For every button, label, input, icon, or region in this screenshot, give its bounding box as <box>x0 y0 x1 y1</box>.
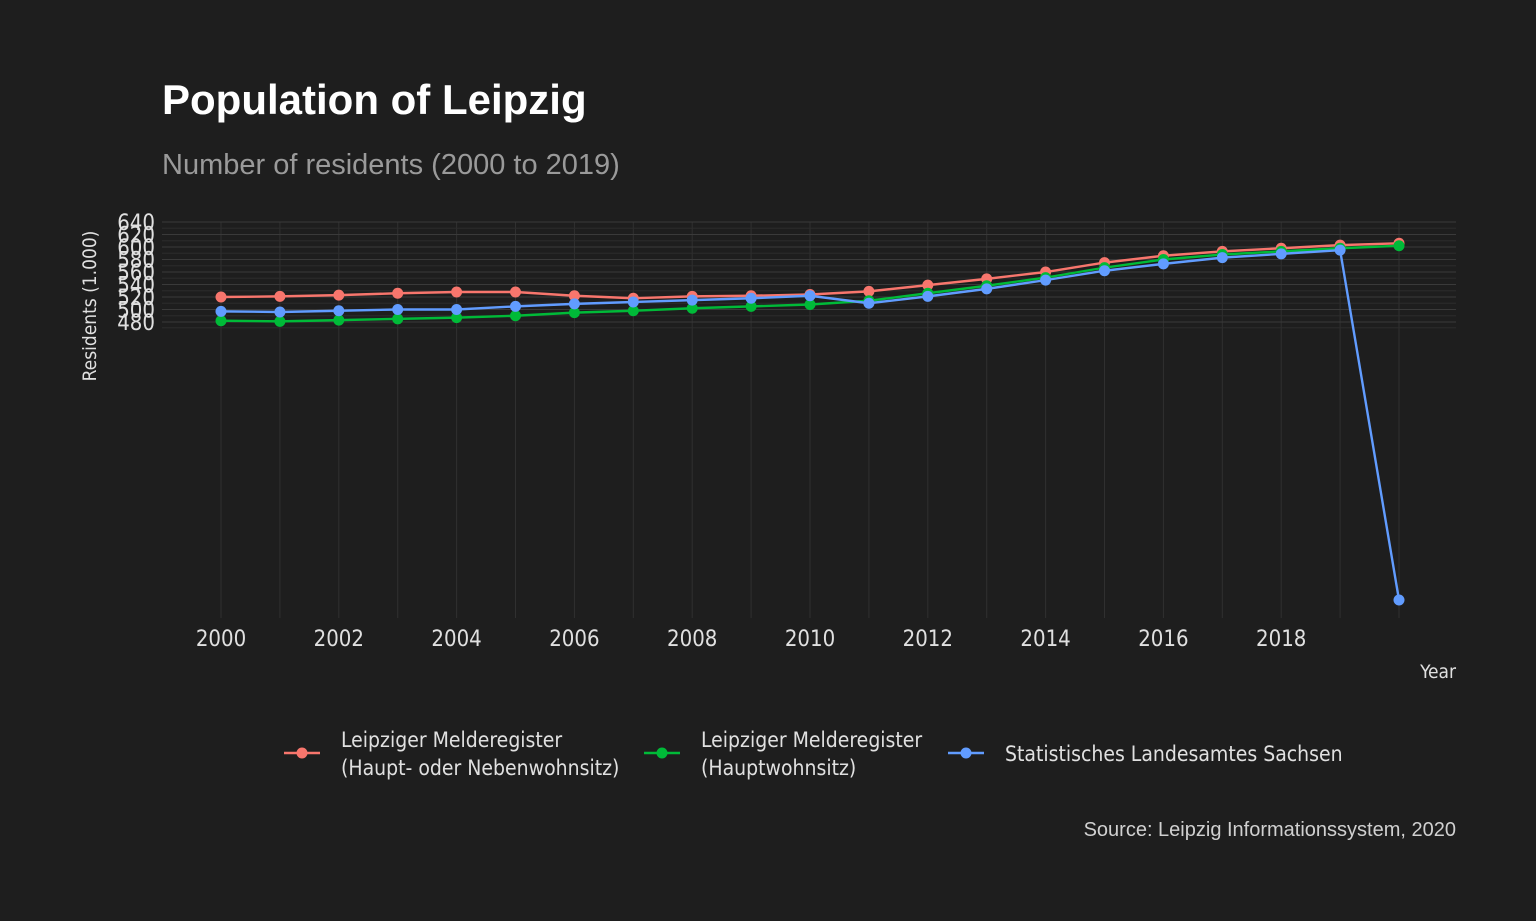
x-tick-label: 2012 <box>903 627 953 652</box>
legend-item: Leipziger Melderegister (Hauptwohnsitz) <box>644 728 922 780</box>
data-point <box>333 314 345 326</box>
x-tick-label: 2004 <box>431 627 481 652</box>
data-point <box>686 294 698 306</box>
data-point <box>510 300 521 312</box>
y-tick-label: 620 <box>117 224 155 249</box>
x-tick-label: 2016 <box>1138 627 1188 652</box>
data-point <box>392 287 404 299</box>
chart-caption: Source: Leipzig Informationssystem, 2020 <box>1084 819 1456 841</box>
x-tick-label: 2006 <box>549 627 599 652</box>
data-point <box>333 305 345 317</box>
data-point <box>392 304 404 315</box>
data-point <box>1334 244 1346 256</box>
series-layer <box>215 237 1405 606</box>
data-point <box>1040 274 1052 286</box>
data-point <box>215 305 227 317</box>
data-point <box>686 302 698 314</box>
y-tick-label: 540 <box>117 274 155 299</box>
x-axis-ticks: 2000 2002 2004 2006 2008 2010 2012 2014 2016 2018 <box>196 627 1307 652</box>
legend: Leipziger Melderegister (Haupt- oder Nebe… <box>284 728 1343 780</box>
y-tick-label: 600 <box>117 236 155 261</box>
data-point <box>627 305 639 317</box>
legend-marker <box>656 747 668 759</box>
y-tick-label: 560 <box>117 261 155 286</box>
legend-item: Leipziger Melderegister (Haupt- oder Nebe… <box>284 728 619 780</box>
data-point <box>510 310 521 322</box>
data-point <box>804 299 816 310</box>
y-tick-label: 480 <box>117 311 155 336</box>
grid <box>162 221 1456 618</box>
legend-marker <box>960 747 972 759</box>
chart-subtitle: Number of residents (2000 to 2019) <box>162 149 620 181</box>
data-point <box>451 312 463 324</box>
data-point <box>568 290 580 302</box>
y-axis-label: Residents (1.000) <box>79 231 101 382</box>
x-axis-label: Year <box>1419 661 1457 683</box>
data-point <box>981 283 993 295</box>
legend-label: (Hauptwohnsitz) <box>701 756 856 780</box>
x-tick-label: 2002 <box>314 627 364 652</box>
data-point <box>274 290 286 302</box>
data-point <box>1275 248 1287 260</box>
data-point <box>1216 252 1228 264</box>
data-point <box>804 290 816 302</box>
data-point <box>627 296 639 308</box>
y-tick-label: 580 <box>117 249 155 274</box>
y-tick-label: 500 <box>117 299 155 324</box>
legend-label: Leipziger Melderegister <box>341 728 562 752</box>
x-tick-label: 2010 <box>785 627 835 652</box>
data-point <box>274 315 286 327</box>
legend-label: Leipziger Melderegister <box>701 728 922 752</box>
data-point <box>863 285 875 297</box>
y-tick-label: 640 <box>117 211 155 236</box>
y-tick-label: 520 <box>117 286 155 311</box>
legend-label: (Haupt- oder Nebenwohnsitz) <box>341 756 619 780</box>
data-point <box>274 306 286 318</box>
legend-item: Statistisches Landesamtes Sachsen <box>948 742 1343 766</box>
data-point <box>215 291 227 303</box>
x-tick-label: 2018 <box>1256 627 1306 652</box>
data-point <box>922 279 934 291</box>
data-point <box>1099 265 1110 277</box>
x-tick-label: 2000 <box>196 627 246 652</box>
data-point <box>1157 258 1169 270</box>
data-point <box>745 300 757 312</box>
data-point <box>451 304 463 315</box>
data-point <box>568 298 580 310</box>
data-point <box>1393 594 1405 606</box>
series-2 <box>215 240 1405 327</box>
data-point <box>451 286 463 298</box>
data-point <box>510 286 521 298</box>
data-point <box>922 290 934 302</box>
data-point <box>215 315 227 327</box>
data-point <box>745 292 757 304</box>
data-point <box>863 297 875 309</box>
legend-label: Statistisches Landesamtes Sachsen <box>1005 742 1343 766</box>
data-point <box>568 307 580 319</box>
x-tick-label: 2008 <box>667 627 717 652</box>
data-point <box>392 313 404 325</box>
legend-marker <box>296 747 308 759</box>
chart-title: Population of Leipzig <box>162 76 587 123</box>
series-3 <box>215 244 1405 606</box>
x-tick-label: 2014 <box>1020 627 1070 652</box>
data-point <box>333 289 345 301</box>
data-point <box>1393 240 1405 252</box>
